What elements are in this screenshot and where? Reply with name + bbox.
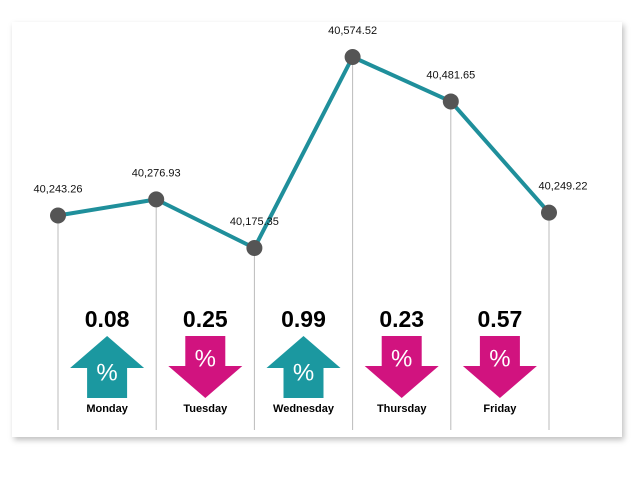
point bbox=[344, 49, 361, 65]
value-label: 40,243.26 bbox=[34, 183, 83, 195]
day-name: Monday bbox=[86, 403, 128, 415]
value-label: 40,175.35 bbox=[230, 216, 279, 228]
percent-sign: % bbox=[391, 345, 412, 372]
arrow-up bbox=[70, 336, 145, 398]
day-name: Tuesday bbox=[183, 403, 228, 415]
arrow-down bbox=[168, 336, 243, 398]
point bbox=[442, 93, 459, 110]
change-value: 0.23 bbox=[379, 306, 424, 332]
line bbox=[57, 55, 551, 250]
change-value: 0.25 bbox=[183, 306, 228, 332]
change-value: 0.08 bbox=[85, 306, 130, 332]
change-value: 0.99 bbox=[281, 306, 326, 332]
point bbox=[541, 204, 557, 221]
day-name: Friday bbox=[483, 403, 517, 415]
percent-sign: % bbox=[489, 345, 510, 372]
value-label: 40,481.65 bbox=[426, 69, 475, 81]
percent-sign: % bbox=[96, 359, 117, 386]
point bbox=[50, 207, 66, 224]
value-label: 40,249.22 bbox=[539, 181, 588, 193]
day-name: Thursday bbox=[377, 403, 427, 415]
percent-sign: % bbox=[195, 345, 216, 372]
value-label: 40,276.93 bbox=[132, 167, 181, 179]
point bbox=[148, 191, 165, 208]
point bbox=[246, 240, 263, 256]
change-value: 0.57 bbox=[478, 306, 523, 332]
arrow-up bbox=[266, 336, 341, 398]
arrow-down bbox=[364, 336, 439, 398]
arrow-down bbox=[462, 336, 537, 398]
percent-sign: % bbox=[293, 359, 314, 386]
value-label: 40,574.52 bbox=[328, 25, 377, 37]
day-name: Wednesday bbox=[273, 403, 335, 415]
